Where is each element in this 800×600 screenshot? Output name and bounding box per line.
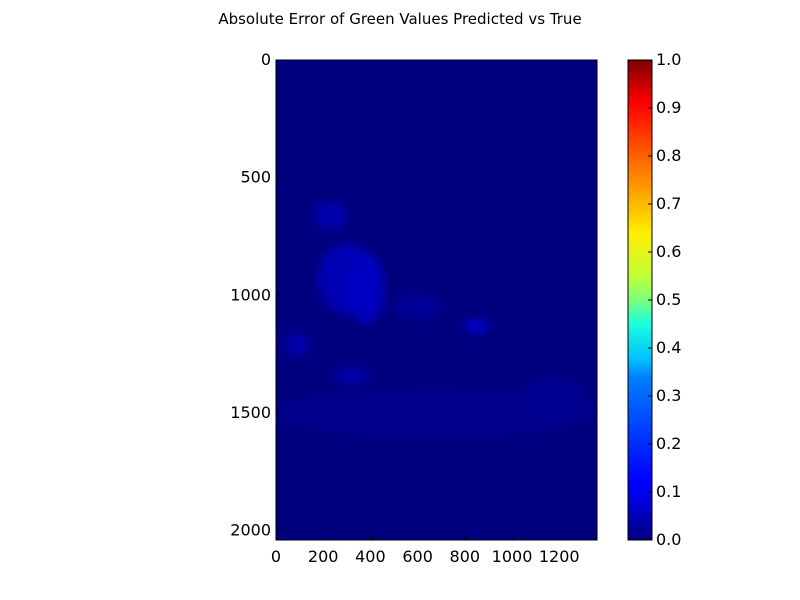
y-tick-label-0: 0 [261,50,271,69]
colorbar-tick-label-0.3: 0.3 [656,386,681,405]
colorbar-tick-label-0.4: 0.4 [656,338,681,357]
heatmap-plot-area [275,59,598,541]
heatmap-region-6 [332,365,371,385]
colorbar-tick-label-0.2: 0.2 [656,434,681,453]
heatmap-background [276,60,597,540]
colorbar-ticks: 0.0 0.1 0.2 0.3 0.4 0.5 0.6 0.7 0.8 0.9 1.0 [648,50,681,549]
colorbar-tick-label-0.6: 0.6 [656,242,681,261]
heatmap-region-7 [394,295,442,319]
plot-frame [275,59,598,541]
heatmap-region-9 [276,389,597,437]
heatmap-region-3 [313,201,347,230]
colorbar: 0.0 0.1 0.2 0.3 0.4 0.5 0.6 0.7 0.8 0.9 1.0 [627,50,681,549]
y-tick-label-1000: 1000 [230,285,271,304]
colorbar-tick-label-0.1: 0.1 [656,482,681,501]
heatmap-region-4 [464,318,489,333]
colorbar-tick-label-1: 1.0 [656,50,681,69]
y-axis-ticks: 0 500 1000 1500 2000 [230,50,280,540]
y-tick-label-1500: 1500 [230,403,271,422]
colorbar-tick-label-0.9: 0.9 [656,98,681,117]
x-tick-label-200: 200 [308,547,339,566]
y-tick-label-2000: 2000 [230,521,271,540]
chart-title: Absolute Error of Green Values Predicted… [218,10,581,28]
x-tick-label-0: 0 [271,547,281,566]
colorbar-tick-label-0.7: 0.7 [656,194,681,213]
x-tick-label-600: 600 [402,547,433,566]
colorbar-tick-label-0: 0.0 [656,530,681,549]
x-tick-label-1000: 1000 [492,547,533,566]
y-tick-label-500: 500 [240,168,271,187]
x-tick-label-800: 800 [450,547,481,566]
colorbar-tick-label-0.5: 0.5 [656,290,681,309]
heatmap-region-2 [346,252,385,324]
heatmap-region-5 [285,332,310,357]
x-axis-ticks: 0 200 400 600 800 1000 1200 [271,536,580,566]
x-tick-label-1200: 1200 [539,547,580,566]
x-tick-label-400: 400 [355,547,386,566]
colorbar-tick-label-0.8: 0.8 [656,146,681,165]
